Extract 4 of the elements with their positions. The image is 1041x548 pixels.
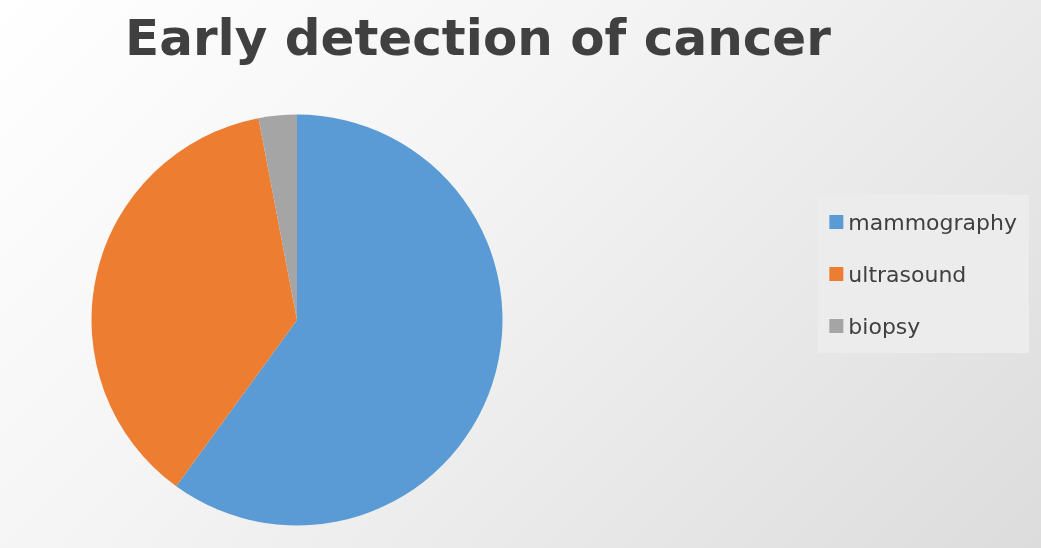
legend-label: ultrasound	[848, 261, 967, 287]
chart-title: Early detection of cancer	[125, 9, 832, 67]
legend-label: mammography	[848, 209, 1017, 235]
legend-label: biopsy	[848, 313, 921, 339]
